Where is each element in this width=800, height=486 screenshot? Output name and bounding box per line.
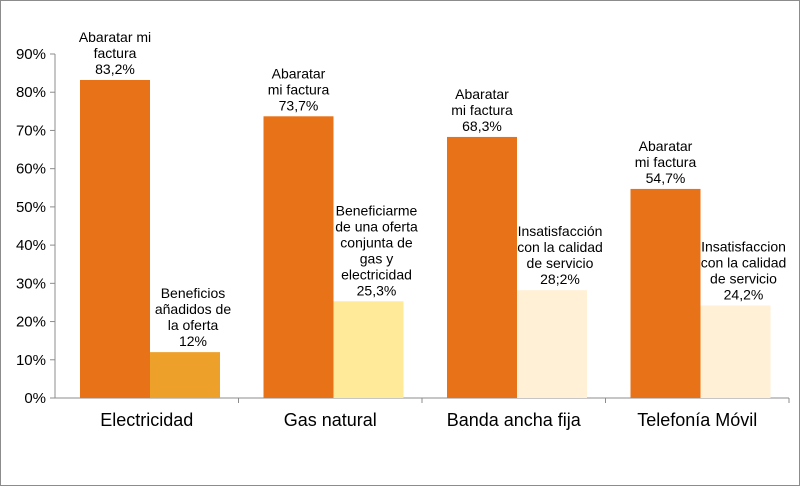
x-category-label: Electricidad: [100, 410, 193, 430]
data-label-series-2: Beneficiarme de una oferta conjunta de gas …: [335, 202, 418, 298]
x-category-label: Banda ancha fija: [447, 410, 582, 430]
y-tick-label: 70%: [16, 122, 46, 139]
y-tick-label: 20%: [16, 314, 46, 331]
bar-series-2: [333, 301, 404, 398]
y-tick-label: 50%: [16, 199, 46, 216]
data-label-series-2: Beneficios añadidos de la oferta 12%: [155, 285, 232, 349]
bar-series-2: [150, 352, 220, 398]
chart-data-labels: Abaratar mi factura 83,2% Beneficios añadido…: [79, 29, 786, 349]
y-tick-label: 0%: [24, 390, 46, 407]
data-label-series-2: Insatisfaccion con la calidad de servicio 2…: [701, 239, 787, 303]
data-label-series-1: Abaratar mi factura 54,7%: [635, 138, 697, 186]
bar-series-2: [517, 290, 587, 398]
data-label-series-1: Abaratar mi factura 83,2%: [79, 29, 151, 77]
bar-series-2: [700, 305, 771, 398]
y-tick-label: 30%: [16, 275, 46, 292]
x-category-label: Gas natural: [284, 410, 377, 430]
bar-series-1: [630, 188, 701, 398]
data-label-series-2: Insatisfacción con la calidad de servicio 2…: [517, 223, 603, 287]
bar-series-1: [263, 116, 334, 399]
y-tick-label: 10%: [16, 352, 46, 369]
x-category-label: Telefonía Móvil: [637, 410, 757, 430]
chart-bars: [80, 79, 771, 399]
y-tick-label: 60%: [16, 161, 46, 178]
bar-series-1: [80, 79, 150, 398]
y-tick-label: 40%: [16, 237, 46, 254]
bar-series-1: [447, 136, 517, 399]
data-label-series-1: Abaratar mi factura 73,7%: [268, 65, 330, 113]
data-label-series-1: Abaratar mi factura 68,3%: [451, 86, 513, 134]
y-tick-label: 90%: [16, 46, 46, 63]
y-tick-label: 80%: [16, 84, 46, 101]
chart-axes: 0% 10% 20% 30% 40% 50% 60% 70% 80% 90% Electricida…: [16, 46, 790, 430]
